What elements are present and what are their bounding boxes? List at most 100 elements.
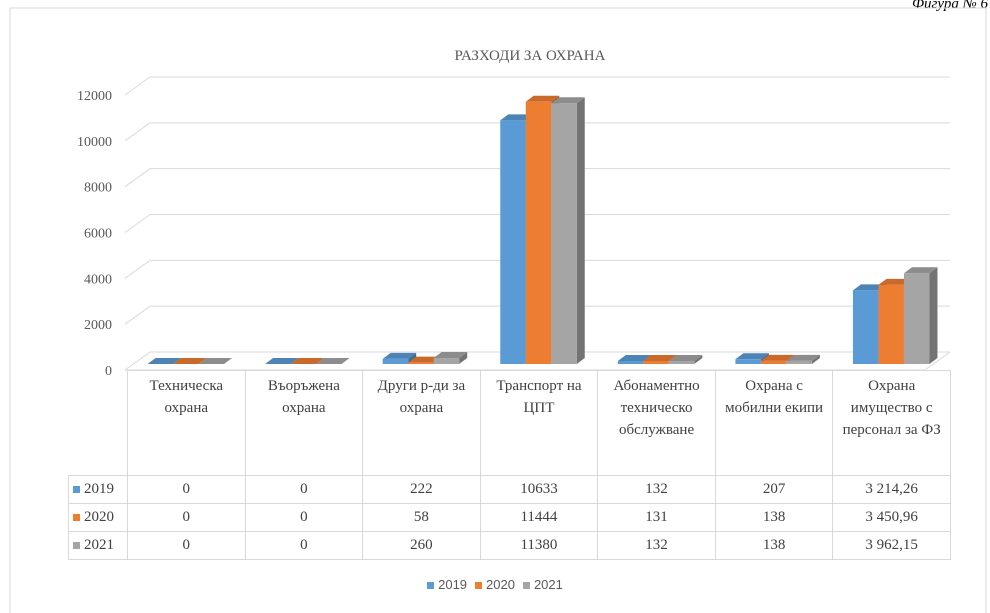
y-tick-label: 10000 bbox=[77, 135, 112, 150]
y-tick-label: 12000 bbox=[77, 89, 112, 104]
bar-side bbox=[459, 352, 468, 364]
table-cell: 132 bbox=[597, 475, 716, 504]
table-cell: 3 214,26 bbox=[832, 475, 951, 504]
bar-side bbox=[811, 354, 820, 364]
table-cell: 11444 bbox=[479, 503, 599, 532]
y-tick-label: 8000 bbox=[84, 181, 112, 196]
y-tick-label: 2000 bbox=[84, 318, 112, 333]
bar-top bbox=[173, 358, 207, 364]
table-cell: 0 bbox=[127, 503, 246, 532]
bar bbox=[760, 360, 787, 364]
legend-item: 2021 bbox=[522, 577, 563, 592]
bar-top bbox=[551, 97, 585, 104]
bar-top bbox=[198, 358, 233, 364]
table-row: 2020 0 0 58 11444 131 138 3 450,96 bbox=[68, 503, 951, 532]
table-cell: 132 bbox=[597, 531, 716, 560]
x-tick-label: Охрана с мобилни екипи bbox=[714, 370, 834, 476]
table-cell: 10633 bbox=[479, 475, 599, 504]
y-tick-label: 4000 bbox=[84, 272, 112, 287]
chart-border bbox=[9, 7, 987, 613]
legend-swatch bbox=[73, 486, 80, 493]
bar-top bbox=[668, 354, 703, 361]
bar bbox=[382, 358, 409, 364]
bar bbox=[643, 360, 669, 364]
grid-line-side bbox=[124, 76, 151, 96]
grid-line-side bbox=[124, 122, 151, 142]
table-corner bbox=[68, 370, 128, 476]
table-cell: 3 962,15 bbox=[832, 531, 951, 560]
table-row: 2019 0 0 222 10633 132 207 3 214,26 bbox=[68, 475, 951, 504]
table-cell: 11380 bbox=[479, 531, 599, 560]
bar-top bbox=[290, 358, 325, 364]
legend-item: 2019 bbox=[427, 577, 467, 592]
legend-swatch bbox=[73, 514, 80, 521]
bar-side bbox=[576, 97, 585, 364]
legend-label: 2019 bbox=[438, 577, 468, 592]
legend: 2019 2020 2021 bbox=[0, 577, 990, 592]
bar bbox=[852, 290, 879, 364]
table-cell: 222 bbox=[362, 475, 481, 504]
bar-top bbox=[617, 354, 652, 361]
legend-swatch bbox=[73, 542, 80, 549]
bar bbox=[408, 362, 434, 364]
table-series-cell: 2020 bbox=[68, 503, 128, 532]
bar-top bbox=[786, 354, 820, 361]
table-cell: 0 bbox=[127, 531, 246, 560]
bar-top bbox=[265, 358, 299, 364]
x-tick-label: Въоръжена охрана bbox=[244, 370, 364, 476]
legend-item: 2020 bbox=[475, 577, 515, 592]
series-name: 2021 bbox=[84, 537, 114, 553]
bar bbox=[500, 120, 526, 364]
table-cell: 138 bbox=[714, 531, 834, 560]
table-header-row: Техническа охрана Въоръжена охрана Други р… bbox=[68, 370, 951, 476]
bar-top bbox=[316, 358, 350, 364]
bar-top bbox=[760, 354, 795, 361]
series-name: 2020 bbox=[84, 509, 114, 525]
bar bbox=[735, 359, 761, 364]
table-cell: 0 bbox=[244, 531, 364, 560]
y-tick-label: 6000 bbox=[84, 227, 112, 242]
bar-top bbox=[500, 114, 534, 121]
legend-swatch bbox=[475, 582, 483, 589]
table-cell: 0 bbox=[244, 475, 364, 504]
series-name: 2019 bbox=[84, 481, 114, 497]
grid-line-side bbox=[124, 214, 151, 233]
bar-top bbox=[903, 267, 938, 274]
chart-title: РАЗХОДИ ЗА ОХРАНА bbox=[455, 48, 606, 64]
bar-top bbox=[878, 278, 912, 285]
table-cell: 3 450,96 bbox=[832, 503, 951, 532]
legend-label: 2021 bbox=[533, 577, 563, 592]
data-table: Техническа охрана Въоръжена охрана Други р… bbox=[68, 370, 951, 560]
bar-top bbox=[525, 95, 560, 102]
bar-top bbox=[735, 353, 769, 360]
bar bbox=[433, 358, 460, 364]
legend-swatch bbox=[427, 582, 435, 589]
table-cell: 207 bbox=[714, 475, 834, 504]
bar-top bbox=[852, 284, 887, 291]
figure-label: Фигура № 6 bbox=[911, 0, 988, 12]
grid-line-side bbox=[124, 168, 151, 188]
table-series-cell: 2019 bbox=[68, 475, 128, 504]
table-cell: 131 bbox=[597, 503, 716, 532]
x-tick-label: Абонаментно техническо обслужване bbox=[597, 370, 716, 476]
table-cell: 58 bbox=[362, 503, 481, 532]
grid-line-side bbox=[124, 351, 151, 371]
bar-top bbox=[408, 356, 442, 363]
grid-line-side bbox=[124, 259, 151, 279]
bar bbox=[668, 360, 695, 364]
grid-line-side bbox=[124, 305, 151, 325]
bar-side bbox=[929, 267, 938, 364]
bar-top bbox=[147, 358, 182, 364]
legend-label: 2020 bbox=[486, 577, 515, 592]
x-tick-label: Техническа охрана bbox=[127, 370, 246, 476]
bar-top bbox=[382, 352, 417, 359]
bar-top bbox=[433, 352, 468, 359]
bar bbox=[525, 101, 552, 364]
table-cell: 0 bbox=[244, 503, 364, 532]
table-series-cell: 2021 bbox=[68, 531, 128, 560]
bar bbox=[878, 284, 904, 364]
table-row: 2021 0 0 260 11380 132 138 3 962,15 bbox=[68, 531, 951, 560]
x-tick-label: Транспорт на ЦПТ bbox=[479, 370, 599, 476]
x-tick-label: Други р-ди за охрана bbox=[362, 370, 481, 476]
